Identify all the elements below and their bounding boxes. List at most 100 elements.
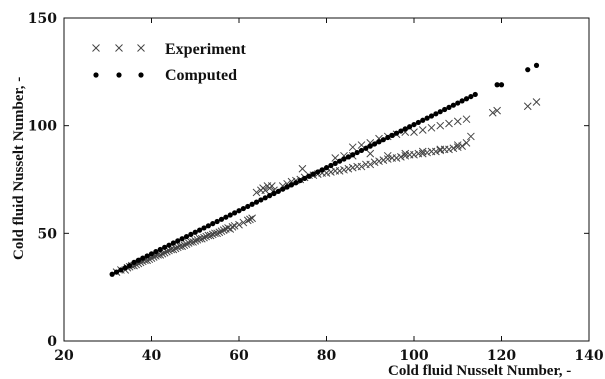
legend-label-computed: Computed (165, 67, 237, 84)
data-point-computed (127, 263, 133, 269)
data-point-experiment (217, 227, 226, 236)
data-point-computed (433, 111, 439, 117)
data-point-computed (162, 244, 168, 250)
data-point-computed (183, 233, 190, 240)
data-point-computed (437, 109, 443, 115)
data-point-computed (332, 160, 338, 166)
data-point-computed (236, 208, 242, 214)
data-point-computed (428, 113, 435, 119)
data-point-computed (140, 255, 146, 261)
data-point-experiment (248, 214, 256, 223)
data-point-computed (153, 249, 159, 255)
data-point-experiment (187, 238, 195, 246)
data-point-computed (350, 152, 356, 158)
legend-cross-marker (137, 44, 145, 52)
data-point-computed (223, 214, 229, 220)
data-point-experiment (532, 98, 541, 106)
data-point-computed (192, 229, 198, 235)
data-point-computed (271, 190, 277, 197)
data-point-experiment (462, 139, 471, 147)
data-point-computed (240, 205, 246, 212)
y-tick-label: 150 (28, 11, 57, 27)
data-point-experiment (458, 142, 466, 150)
data-point-computed (498, 82, 505, 88)
data-point-computed (455, 100, 461, 106)
data-point-experiment (193, 235, 202, 244)
data-point-computed (442, 106, 448, 113)
legend-entry-experiment: Experiment (92, 41, 247, 58)
data-point-computed (310, 171, 316, 177)
data-point-computed (328, 162, 334, 169)
data-point-computed (472, 91, 478, 98)
data-point-experiment (202, 232, 211, 241)
y-tick-label: 100 (28, 119, 57, 135)
data-point-experiment (224, 224, 232, 232)
data-point-computed (533, 62, 540, 68)
data-point-experiment (267, 182, 276, 190)
data-point-computed (398, 128, 404, 134)
legend-label-experiment: Experiment (165, 41, 247, 58)
data-point-computed (415, 119, 421, 126)
data-point-experiment (397, 153, 405, 161)
data-point-computed (463, 96, 470, 102)
data-point-computed (446, 104, 452, 110)
data-point-experiment (243, 216, 252, 225)
data-point-computed (175, 238, 181, 244)
data-point-computed (372, 141, 378, 147)
data-point-computed (494, 82, 500, 88)
data-point-computed (122, 265, 128, 271)
data-point-computed (262, 195, 268, 201)
data-point-experiment (432, 147, 440, 156)
data-point-computed (131, 259, 137, 266)
data-point-experiment (235, 220, 243, 229)
data-point-computed (109, 271, 115, 277)
legend-dot-marker (116, 72, 122, 78)
data-point-computed (367, 143, 373, 149)
data-point-computed (166, 242, 172, 248)
data-point-computed (201, 225, 207, 231)
data-point-experiment (423, 148, 431, 157)
data-point-experiment (523, 102, 532, 111)
data-point-computed (385, 134, 391, 141)
data-point-computed (376, 139, 382, 145)
data-point-experiment (169, 245, 178, 254)
data-point-experiment (213, 229, 221, 238)
data-point-experiment (204, 231, 213, 240)
data-point-computed (218, 216, 225, 222)
data-point-computed (411, 121, 417, 128)
data-point-experiment (195, 234, 204, 243)
data-point-experiment (215, 228, 224, 237)
data-point-computed (284, 184, 290, 190)
data-point-computed (157, 246, 163, 253)
axes (63, 17, 590, 342)
data-point-experiment (239, 218, 248, 227)
data-point-computed (380, 137, 386, 143)
data-point-computed (227, 212, 233, 218)
data-point-computed (249, 201, 255, 207)
data-point-experiment (370, 158, 379, 167)
data-point-computed (258, 197, 264, 203)
x-tick-label: 40 (142, 348, 162, 364)
data-point-computed (148, 251, 155, 257)
data-point-computed (288, 182, 295, 188)
y-tick-label: 50 (38, 226, 58, 242)
data-point-experiment (418, 126, 427, 134)
data-point-computed (232, 210, 238, 216)
data-point-computed (267, 193, 273, 199)
data-point-experiment (366, 149, 375, 158)
data-point-computed (319, 167, 325, 173)
data-point-experiment (383, 151, 392, 160)
data-point-computed (407, 124, 413, 130)
data-point-experiment (445, 145, 453, 154)
data-point-experiment (176, 242, 184, 251)
data-point-experiment (418, 149, 427, 158)
data-point-computed (302, 175, 308, 182)
data-point-computed (389, 132, 395, 138)
data-point-experiment (488, 108, 497, 117)
data-point-experiment (410, 128, 418, 136)
data-point-computed (188, 231, 194, 238)
data-point-experiment (335, 167, 344, 175)
data-point-computed (144, 253, 150, 259)
data-point-experiment (410, 150, 418, 159)
